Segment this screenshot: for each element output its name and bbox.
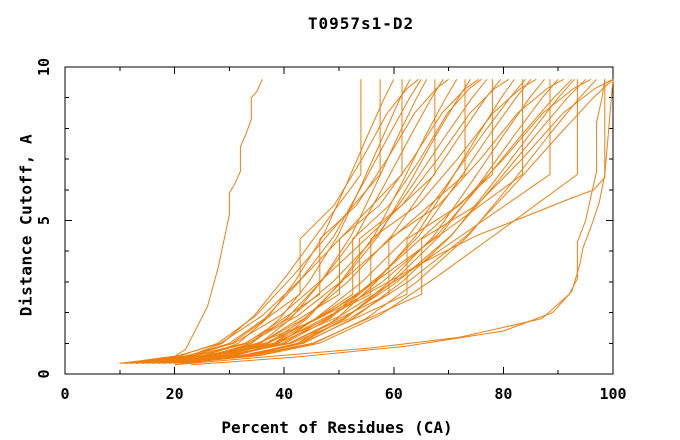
model-curve	[163, 78, 575, 364]
model-curve	[122, 79, 403, 364]
model-curve	[130, 79, 422, 364]
model-curve	[174, 78, 545, 364]
model-curve	[119, 78, 573, 364]
x-tick-label: 60	[385, 385, 403, 403]
model-curve	[130, 79, 551, 364]
y-tick-label: 10	[35, 58, 53, 76]
x-tick-label: 20	[166, 385, 184, 403]
x-tick-label: 80	[494, 385, 512, 403]
model-curve	[174, 79, 606, 366]
model-curve	[119, 78, 488, 364]
model-curve	[141, 78, 449, 364]
model-curve	[169, 78, 597, 364]
y-axis-label: Distance Cutoff, A	[16, 133, 36, 317]
x-axis-label: Percent of Residues (CA)	[221, 418, 453, 437]
y-tick-label: 5	[35, 216, 53, 225]
chart-title: T0957s1-D2	[307, 14, 415, 33]
model-curve	[163, 79, 263, 364]
model-curve	[158, 78, 614, 364]
x-tick-label: 40	[275, 385, 293, 403]
model-curve	[125, 79, 436, 364]
y-tick-label: 0	[35, 369, 53, 378]
model-curve	[147, 78, 564, 364]
model-curve	[152, 78, 592, 364]
model-curve	[190, 79, 614, 366]
model-curve	[125, 78, 614, 364]
model-curve	[136, 78, 526, 364]
x-tick-label: 0	[60, 385, 69, 403]
model-curve	[180, 79, 578, 364]
model-curve	[152, 79, 444, 364]
model-curve	[130, 79, 466, 364]
x-tick-label: 100	[599, 385, 626, 403]
